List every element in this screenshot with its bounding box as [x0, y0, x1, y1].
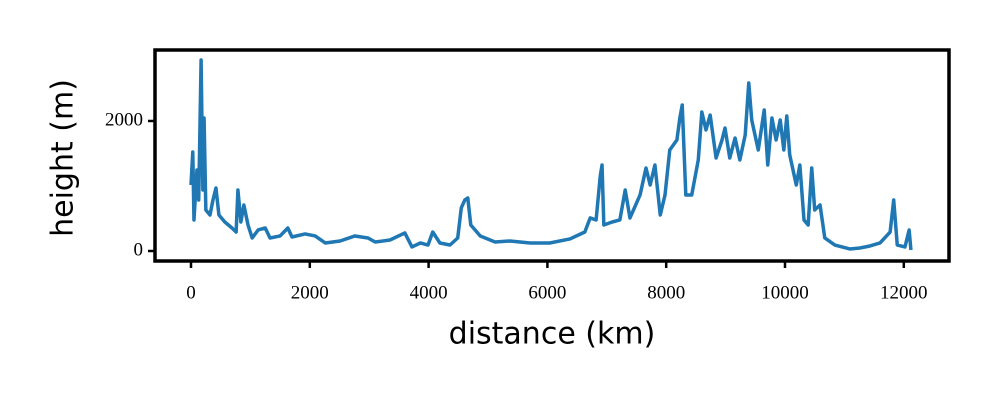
y-tick-label: 0 [134, 239, 144, 260]
x-tick-label: 6000 [528, 282, 566, 303]
x-tick-label: 10000 [761, 282, 809, 303]
x-tick-label: 4000 [410, 282, 448, 303]
x-tick-label: 0 [186, 282, 196, 303]
y-axis-label: height (m) [46, 79, 81, 237]
y-tick-label: 2000 [105, 109, 143, 130]
x-tick-label: 12000 [880, 282, 928, 303]
x-axis-label: distance (km) [449, 317, 656, 352]
line [189, 58, 913, 251]
x-tick-label: 2000 [291, 282, 329, 303]
plot-frame [153, 48, 951, 263]
x-tick-label: 8000 [647, 282, 685, 303]
